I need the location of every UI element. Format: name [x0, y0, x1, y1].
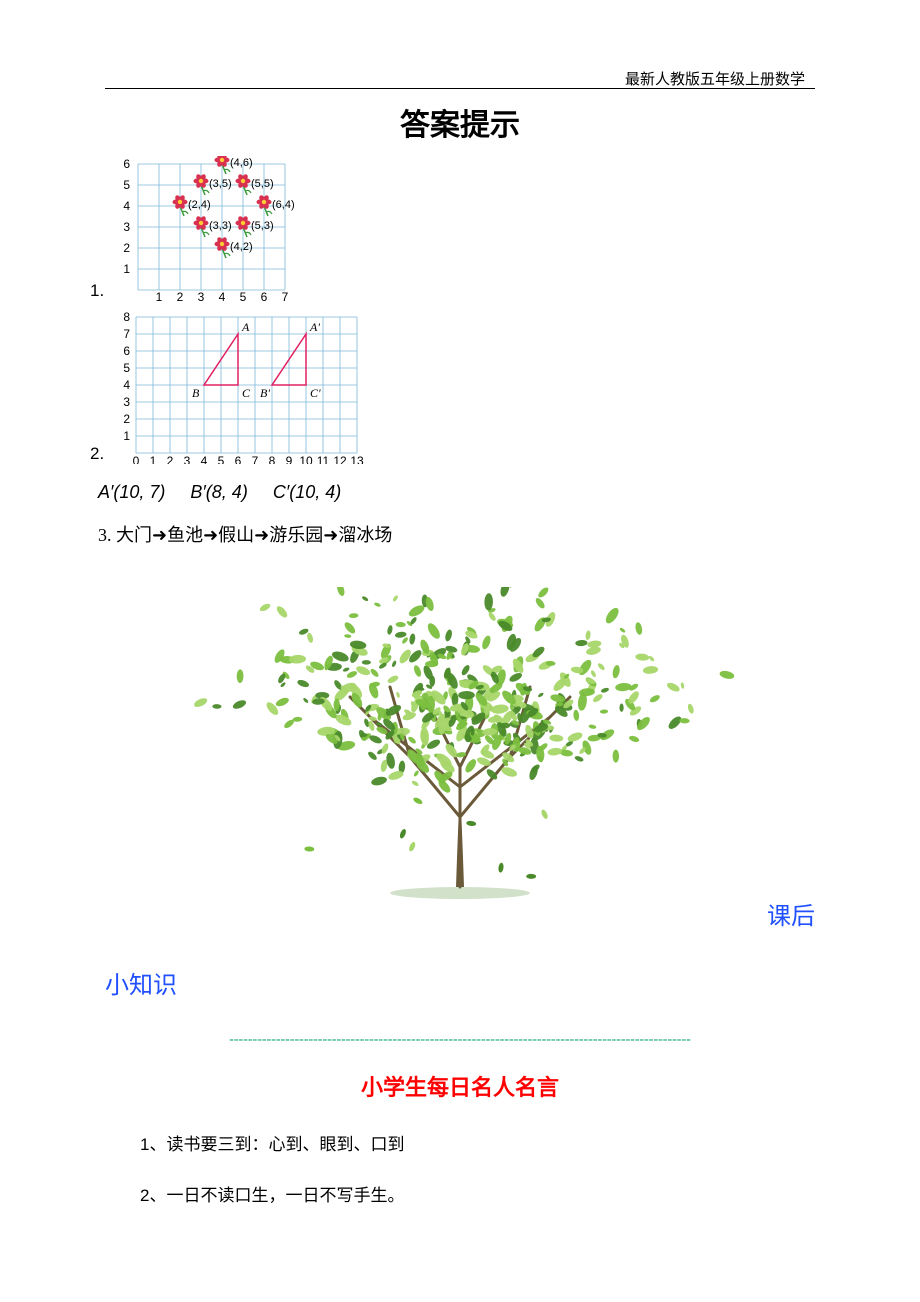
svg-text:7: 7 [252, 454, 259, 464]
header-textbook: 最新人教版五年级上册数学 [625, 68, 805, 89]
svg-text:A: A [241, 320, 250, 334]
svg-text:1: 1 [150, 454, 157, 464]
q2-number: 2. [90, 444, 104, 464]
svg-text:4: 4 [124, 199, 131, 213]
svg-text:3: 3 [124, 220, 131, 234]
tree-svg [150, 587, 770, 917]
svg-text:(6,4): (6,4) [272, 199, 295, 211]
svg-text:6: 6 [124, 344, 131, 358]
header-rule [105, 88, 815, 89]
svg-text:3: 3 [184, 454, 191, 464]
svg-text:6: 6 [235, 454, 242, 464]
svg-text:1: 1 [124, 262, 131, 276]
svg-text:4: 4 [219, 290, 226, 301]
svg-text:A': A' [309, 320, 320, 334]
svg-text:2: 2 [167, 454, 174, 464]
svg-text:(2,4): (2,4) [188, 199, 211, 211]
svg-text:10: 10 [300, 454, 314, 464]
svg-text:11: 11 [317, 454, 330, 464]
svg-text:(4,2): (4,2) [230, 241, 253, 253]
q1-coordinate-grid: 1 2 3 4 5 6 7 1 2 3 4 5 6 (2,4) (3,5) (3,3) (4,6) (4,2) (5… [110, 156, 320, 301]
svg-text:7: 7 [282, 290, 289, 301]
svg-text:5: 5 [124, 361, 131, 375]
svg-text:(3,3): (3,3) [209, 220, 232, 232]
svg-text:7: 7 [124, 327, 131, 341]
svg-text:8: 8 [124, 310, 131, 324]
quote-1: 1、读书要三到：心到、眼到、口到 [140, 1130, 830, 1155]
tree-illustration [90, 587, 830, 922]
svg-text:C': C' [310, 386, 321, 400]
svg-text:(4,6): (4,6) [230, 157, 253, 169]
question-3-answer: 3. 大门➜鱼池➜假山➜游乐园➜溜冰场 [98, 521, 830, 547]
after-class-label-1: 课后 [767, 896, 815, 931]
svg-text:5: 5 [218, 454, 225, 464]
svg-text:C: C [242, 386, 251, 400]
question-2: 2. 01234567891011121312345678ABCA'B'C' [90, 309, 830, 464]
svg-text:2: 2 [124, 412, 131, 426]
svg-text:1: 1 [124, 429, 131, 443]
q2-answers: A′(10, 7) B′(8, 4) C′(10, 4) [98, 482, 830, 503]
green-dashed-separator: ----------------------------------------… [90, 1032, 830, 1048]
svg-text:3: 3 [198, 290, 205, 301]
svg-text:2: 2 [124, 241, 131, 255]
svg-text:5: 5 [124, 178, 131, 192]
svg-text:9: 9 [286, 454, 293, 464]
answer-A-prime: A′(10, 7) [98, 482, 165, 502]
red-section-title: 小学生每日名人名言 [90, 1070, 830, 1102]
q1-number: 1. [90, 281, 104, 301]
q2-coordinate-grid: 01234567891011121312345678ABCA'B'C' [110, 309, 370, 464]
svg-text:(5,3): (5,3) [251, 220, 274, 232]
svg-text:B': B' [260, 386, 270, 400]
svg-text:8: 8 [269, 454, 276, 464]
question-1: 1. 1 2 3 4 5 6 7 1 2 3 4 5 6 (2,4) (3,5) (3,3) (4,6) (4,2… [90, 156, 830, 301]
svg-text:1: 1 [156, 290, 163, 301]
svg-text:B: B [192, 386, 200, 400]
svg-text:13: 13 [351, 454, 365, 464]
svg-text:(3,5): (3,5) [209, 178, 232, 190]
answer-B-prime: B′(8, 4) [190, 482, 247, 502]
page-title: 答案提示 [90, 100, 830, 144]
quote-2: 2、一日不读口生，一日不写手生。 [140, 1181, 830, 1206]
svg-text:4: 4 [124, 378, 131, 392]
answer-C-prime: C′(10, 4) [273, 482, 341, 502]
svg-text:4: 4 [201, 454, 208, 464]
svg-text:5: 5 [240, 290, 247, 301]
svg-text:2: 2 [177, 290, 184, 301]
svg-text:(5,5): (5,5) [251, 178, 274, 190]
svg-text:3: 3 [124, 395, 131, 409]
svg-text:6: 6 [261, 290, 268, 301]
after-class-label-2: 小知识 [105, 965, 177, 1000]
svg-text:12: 12 [334, 454, 348, 464]
svg-text:0: 0 [133, 454, 140, 464]
svg-text:6: 6 [124, 157, 131, 171]
